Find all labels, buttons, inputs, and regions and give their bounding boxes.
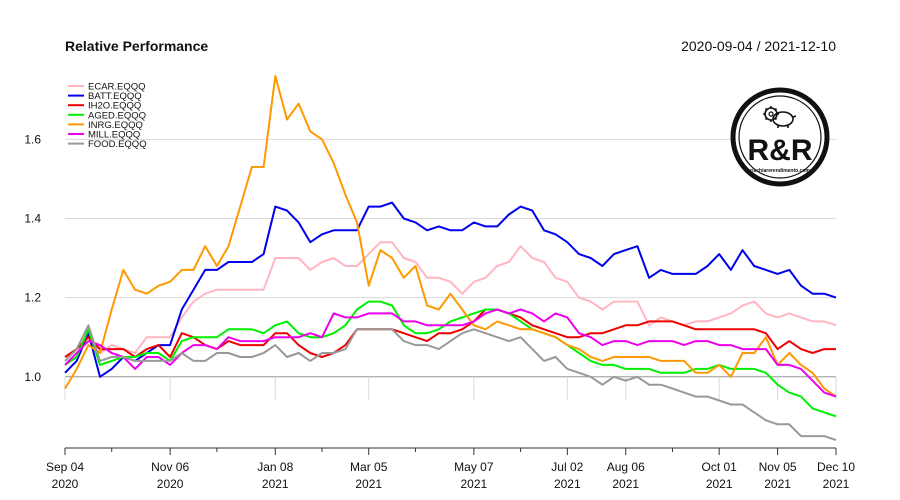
series-line-batt xyxy=(64,201,837,378)
series-line-ecar xyxy=(64,241,837,362)
x-tick-label: Nov 06 xyxy=(151,460,189,474)
x-tick-label: Oct 01 xyxy=(702,460,738,474)
x-tick-year-label: 2021 xyxy=(355,477,382,491)
y-tick-label: 1.2 xyxy=(24,291,41,305)
logo-subtext: rischiarerendimento.com xyxy=(750,168,810,174)
legend-label: MILL.EQQQ xyxy=(88,130,140,141)
y-tick-label: 1.0 xyxy=(24,370,41,384)
y-tick-label: 1.6 xyxy=(24,132,41,146)
x-tick-label: Nov 05 xyxy=(759,460,797,474)
legend: ECAR.EQQQBATT.EQQQIH2O.EQQQAGED.EQQQINRG… xyxy=(68,82,147,150)
logo-inner-ring xyxy=(738,95,822,179)
gear-piggy-bank-icon xyxy=(763,106,797,128)
x-tick-label: Jul 02 xyxy=(551,460,583,474)
x-tick-year-label: 2020 xyxy=(157,477,184,491)
x-tick-year-label: 2021 xyxy=(461,477,488,491)
x-tick-label: Aug 06 xyxy=(607,460,645,474)
logo-text: R&R xyxy=(748,134,813,167)
x-tick-year-label: 2021 xyxy=(612,477,639,491)
series-lines xyxy=(64,75,837,442)
legend-label: AGED.EQQQ xyxy=(88,110,146,121)
series-line-food xyxy=(64,324,837,442)
x-tick-label: May 07 xyxy=(454,460,494,474)
x-tick-year-label: 2021 xyxy=(554,477,581,491)
legend-label: BATT.EQQQ xyxy=(88,91,142,102)
x-tick-year-label: 2021 xyxy=(823,477,850,491)
x-tick-year-label: 2021 xyxy=(764,477,791,491)
y-tick-label: 1.4 xyxy=(24,211,41,225)
series-line-aged xyxy=(64,300,837,418)
x-tick-year-label: 2021 xyxy=(706,477,733,491)
x-tick-label: Jan 08 xyxy=(257,460,293,474)
series-line-inrg xyxy=(64,75,837,398)
logo-ring xyxy=(730,87,830,187)
x-tick-year-label: 2020 xyxy=(52,477,79,491)
legend-label: IH2O.EQQQ xyxy=(88,101,141,112)
date-range-label: 2020-09-04 / 2021-12-10 xyxy=(681,38,836,54)
axes: 1.0 1.2 1.4 1.6 Sep 04 2020 Nov 06 2020 Jan 08 20… xyxy=(24,132,855,491)
legend-label: ECAR.EQQQ xyxy=(88,82,146,93)
x-tick-label: Dec 10 xyxy=(817,460,855,474)
x-tick-label: Mar 05 xyxy=(350,460,388,474)
legend-label: INRG.EQQQ xyxy=(88,120,143,131)
rr-logo: R&R rischiarerendimento.com xyxy=(730,87,830,187)
x-tick-label: Sep 04 xyxy=(46,460,84,474)
x-tick-year-label: 2021 xyxy=(262,477,289,491)
series-line-mill xyxy=(64,308,837,398)
chart-title: Relative Performance xyxy=(65,38,208,54)
legend-label: FOOD.EQQQ xyxy=(88,139,147,150)
